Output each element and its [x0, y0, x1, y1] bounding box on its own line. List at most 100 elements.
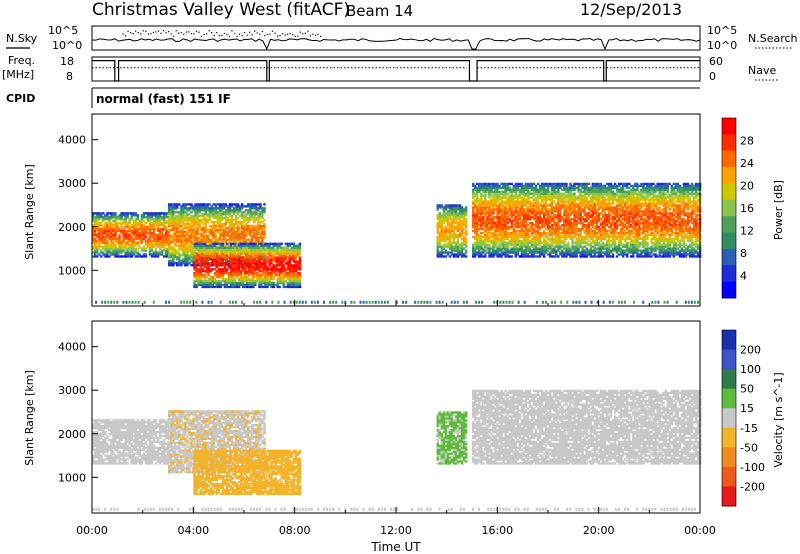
power-cell [436, 241, 439, 244]
power-cell [168, 211, 171, 214]
power-cell [193, 246, 196, 249]
power-cell [182, 248, 185, 251]
power-cell [534, 206, 538, 209]
power-cell [444, 225, 448, 229]
power-cell [241, 244, 245, 247]
power-cell [462, 253, 466, 256]
power-cell [540, 196, 544, 199]
power-cell [134, 229, 137, 233]
power-cell [534, 255, 538, 258]
power-cell [542, 221, 546, 225]
power-cell [294, 274, 298, 277]
power-cell [498, 184, 501, 188]
power-cell [263, 207, 266, 210]
power-cell [532, 247, 536, 250]
power-cell [214, 228, 218, 232]
power-cell [565, 194, 568, 197]
power-cell [512, 184, 515, 188]
power-cell [282, 274, 285, 277]
power-cell [223, 277, 227, 281]
power-cell [526, 214, 530, 217]
power-cell [276, 262, 279, 265]
power-cell [573, 245, 576, 248]
power-cell [196, 222, 199, 226]
power-cell [266, 277, 269, 281]
power-cell [270, 270, 273, 273]
power-cell [230, 216, 234, 220]
power-cell [514, 255, 517, 258]
power-cell [538, 255, 542, 258]
power-cell [464, 237, 468, 241]
power-cell [186, 236, 189, 239]
power-cell [559, 210, 562, 213]
power-cell [450, 221, 454, 225]
power-cell [240, 224, 244, 228]
power-cell [263, 250, 266, 253]
power-cell [458, 223, 462, 227]
power-cell [248, 254, 251, 257]
power-cell [212, 226, 216, 230]
power-cell [250, 277, 253, 281]
power-cell [496, 188, 499, 192]
power-cell [518, 200, 522, 203]
power-cell [172, 205, 175, 208]
power-cell [200, 218, 203, 222]
power-cell [202, 236, 205, 239]
power-cell [565, 249, 568, 252]
power-cell [138, 231, 142, 235]
power-cell [218, 207, 222, 210]
power-cell [506, 251, 509, 254]
power-cell [526, 229, 530, 233]
power-cell [224, 216, 228, 220]
power-cell [156, 221, 160, 225]
power-cell [524, 251, 528, 254]
power-cell [192, 209, 195, 212]
power-cell [142, 231, 146, 235]
power-cell [446, 251, 450, 254]
power-cell [559, 214, 562, 217]
nsearch-point [261, 31, 263, 33]
power-cell [284, 270, 287, 273]
power-cell [201, 250, 204, 253]
power-cell [182, 242, 185, 245]
freq-panel: Freq. [MHz] 18 8 60 0 Nave [2, 54, 778, 83]
power-cell [276, 268, 279, 271]
power-cell [112, 241, 115, 244]
power-cell [488, 206, 491, 209]
power-cell [253, 234, 256, 237]
nave-tick-top: 60 [709, 55, 723, 68]
power-cell [450, 247, 454, 250]
power-cell [555, 182, 558, 186]
power-cell [510, 237, 513, 241]
power-cell [233, 283, 237, 287]
power-cell [448, 227, 452, 231]
power-cell [208, 232, 211, 235]
power-cell [553, 221, 556, 225]
power-cell [263, 234, 266, 237]
power-cell [294, 250, 298, 253]
power-cell [231, 256, 235, 259]
power-cell [288, 264, 292, 267]
power-cell [164, 239, 168, 242]
power-cell [194, 220, 197, 224]
power-cell [213, 281, 217, 285]
power-cell [203, 264, 206, 267]
power-cell [565, 196, 568, 199]
power-cell [486, 190, 489, 193]
power-cell [184, 222, 187, 226]
power-cell [520, 229, 524, 233]
power-cell [494, 186, 497, 190]
power-cell [162, 245, 166, 248]
power-cell [460, 221, 464, 225]
power-cell [557, 247, 560, 250]
power-cell [518, 208, 522, 211]
power-cell [156, 223, 160, 227]
power-cell [218, 216, 222, 220]
power-cell [102, 227, 105, 231]
power-cell [180, 220, 183, 224]
power-cell [207, 262, 210, 265]
power-cell [480, 210, 483, 213]
power-cell [462, 210, 466, 213]
power-cell [506, 192, 509, 195]
power-cell [484, 190, 487, 193]
